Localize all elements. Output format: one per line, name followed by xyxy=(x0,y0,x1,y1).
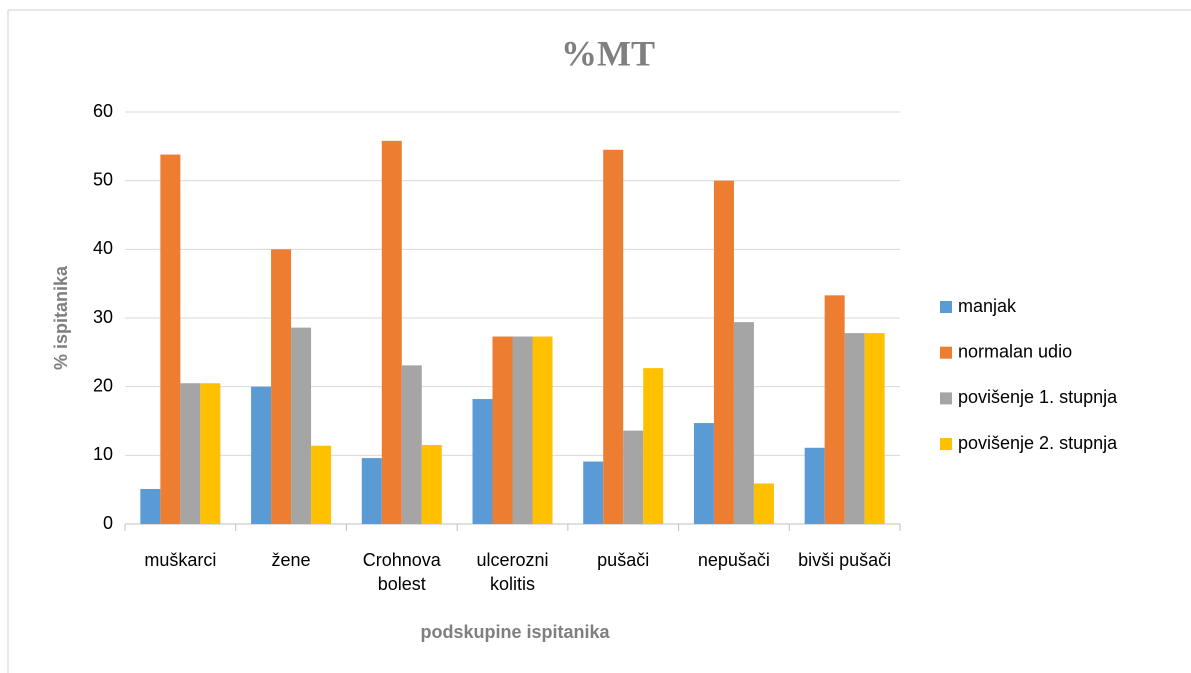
y-axis-label: % ispitanika xyxy=(51,265,71,370)
x-tick-label: žene xyxy=(271,550,311,570)
bar xyxy=(361,458,382,524)
bar xyxy=(804,447,825,524)
bar xyxy=(713,180,734,524)
legend-swatch xyxy=(940,438,952,451)
bar xyxy=(623,430,644,524)
chart-title: %MT xyxy=(561,33,655,73)
legend-label: normalan udio xyxy=(958,341,1072,361)
x-tick-label: Crohnova bolest xyxy=(362,550,441,594)
legend-label: manjak xyxy=(958,296,1017,316)
bar xyxy=(492,336,513,524)
bar xyxy=(472,399,493,524)
bar xyxy=(401,365,422,524)
x-tick-label: nepušači xyxy=(697,550,770,570)
bar xyxy=(643,368,664,524)
y-tick-label: 50 xyxy=(93,169,113,189)
bar xyxy=(864,333,885,524)
bar xyxy=(140,488,161,524)
bar xyxy=(251,386,272,524)
bar xyxy=(532,336,553,524)
y-tick-label: 30 xyxy=(93,307,113,327)
x-axis-label: podskupine ispitanika xyxy=(420,622,610,642)
bar xyxy=(160,154,181,524)
bar xyxy=(512,336,533,524)
x-tick-label: bivši pušači xyxy=(798,550,892,570)
y-tick-label: 40 xyxy=(93,238,113,258)
bar xyxy=(271,249,292,525)
bar xyxy=(583,461,604,524)
bar xyxy=(844,333,865,524)
bar xyxy=(824,295,845,524)
bar xyxy=(381,140,402,524)
bar xyxy=(733,322,754,524)
bar xyxy=(200,383,221,524)
bar xyxy=(603,149,624,524)
y-tick-label: 10 xyxy=(93,444,113,464)
x-tick-label: ulcerozni kolitis xyxy=(476,550,549,594)
legend-swatch xyxy=(940,392,952,405)
bar xyxy=(421,445,442,524)
x-tick-label: muškarci xyxy=(144,550,217,570)
legend-label: povišenje 2. stupnja xyxy=(958,433,1118,453)
y-tick-label: 60 xyxy=(93,101,113,121)
bar xyxy=(753,483,774,524)
y-tick-label: 0 xyxy=(103,513,113,533)
x-tick-label: pušači xyxy=(597,550,650,570)
bar xyxy=(180,383,201,524)
bar xyxy=(291,327,312,524)
legend-label: povišenje 1. stupnja xyxy=(958,387,1118,407)
legend-swatch xyxy=(940,346,952,359)
bar xyxy=(693,423,714,524)
legend-swatch xyxy=(940,301,952,313)
y-tick-label: 20 xyxy=(93,375,113,395)
bar xyxy=(311,445,332,524)
